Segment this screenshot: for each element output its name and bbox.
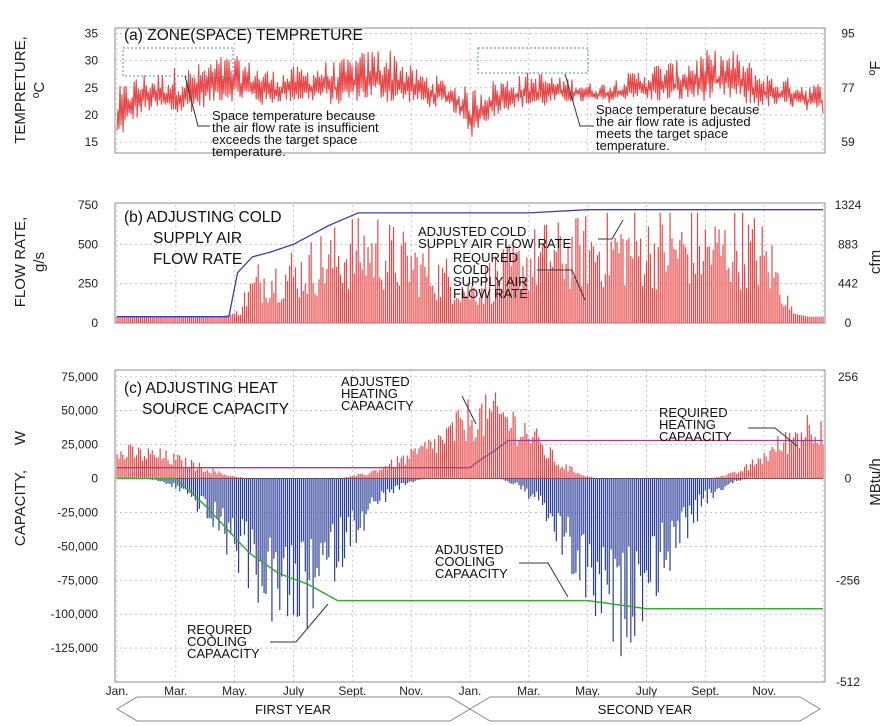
panel-c-annotation-req-cool: REQURED COOLING CAPAACITY bbox=[187, 622, 260, 661]
y-tick-label: 883 bbox=[838, 237, 858, 251]
temperature-line bbox=[116, 49, 824, 137]
adjusted-heating-line bbox=[117, 439, 823, 469]
panel-b-title: (b) ADJUSTING COLD SUPPLY AIR FLOW RATE bbox=[124, 209, 286, 268]
dotted-box-first-year bbox=[122, 47, 234, 77]
y-tick-label: 50,000 bbox=[61, 404, 98, 418]
month-tick-label: Mar. bbox=[517, 684, 540, 698]
panel-c-title: (c) ADJUSTING HEAT SOURCE CAPACITY bbox=[124, 380, 289, 418]
y-tick-label: 95 bbox=[841, 26, 855, 40]
panel-a-y2label: ºF bbox=[867, 61, 884, 76]
y-tick-label: 35 bbox=[85, 26, 99, 40]
month-tick-label: Jan. bbox=[106, 684, 129, 698]
panel-b-ylabel-line2: g/s bbox=[31, 252, 48, 272]
panel-a-ylabel-line1: TEMPRETURE, bbox=[12, 36, 29, 144]
panel-c-annotation-adj-heat: ADJUSTED HEATING CAPAACITY bbox=[341, 374, 414, 413]
panel-b-ylabel-line1: FLOW RATE, bbox=[12, 217, 29, 308]
y-tick-label: 1324 bbox=[835, 198, 862, 212]
panel-b-annotation-2: REQURED COLD SUPPLY AIR FLOW RATE bbox=[453, 250, 531, 301]
y-tick-label: 0 bbox=[845, 472, 852, 486]
y-tick-label: 77 bbox=[841, 81, 855, 95]
y-tick-label: 250 bbox=[78, 277, 98, 291]
panel-a-temperature-series bbox=[116, 49, 824, 137]
y-tick-label: 59 bbox=[841, 135, 855, 149]
panel-b-leader-2 bbox=[537, 269, 586, 301]
y-tick-label: 30 bbox=[85, 54, 99, 68]
panel-b-y2-ticks: 0 442 883 1324 bbox=[835, 198, 862, 330]
panel-c-annotation-req-heat: REQUIRED HEATING CAPAACITY bbox=[659, 405, 732, 444]
y-tick-label: 25 bbox=[85, 81, 99, 95]
month-tick-label: July bbox=[283, 684, 304, 698]
panel-c-y-ticks: 75,000 50,000 25,000 0 -25,000 -50,000 -75,000… bbox=[51, 370, 99, 655]
y-tick-label: 256 bbox=[838, 370, 858, 384]
adjusted-cooling-line bbox=[117, 477, 823, 610]
panel-a-leader-2 bbox=[564, 73, 594, 127]
second-year-label: SECOND YEAR bbox=[598, 702, 692, 717]
panel-c-capacity: 75,000 50,000 25,000 0 -25,000 -50,000 -75,000… bbox=[12, 369, 884, 698]
y-tick-label: -50,000 bbox=[57, 539, 98, 553]
panel-c-y2label: MBtu/h bbox=[867, 458, 884, 506]
panel-b-grid bbox=[115, 205, 825, 323]
month-tick-label: May. bbox=[222, 684, 247, 698]
panel-c-adjusted-lines bbox=[117, 439, 823, 610]
y-tick-label: -100,000 bbox=[51, 607, 99, 621]
y-tick-label: 0 bbox=[91, 316, 98, 330]
panel-c-leader-adj-cool bbox=[519, 562, 569, 598]
panel-b-flow-rate: 0 250 500 750 0 442 883 1324 (b) ADJUSTING COL… bbox=[12, 198, 884, 330]
y-tick-label: 20 bbox=[85, 108, 99, 122]
panel-a-annotation-2: Space temperature because the air flow r… bbox=[596, 102, 763, 153]
y-tick-label: 25,000 bbox=[61, 438, 98, 452]
month-tick-label: Nov. bbox=[752, 684, 776, 698]
first-year-label: FIRST YEAR bbox=[255, 702, 331, 717]
panel-a-y2-ticks: 95 77 59 bbox=[841, 26, 855, 149]
year-axis: FIRST YEAR SECOND YEAR bbox=[116, 696, 821, 722]
panel-c-ylabel-line2: W bbox=[12, 430, 29, 445]
panel-c-required-cooling-bars bbox=[149, 478, 748, 657]
y-tick-label: 750 bbox=[78, 198, 98, 212]
month-tick-label: Sept. bbox=[691, 684, 719, 698]
panel-c-y2-ticks: 256 0 -256 -512 bbox=[836, 370, 860, 689]
panel-b-leader-1 bbox=[598, 219, 624, 240]
panel-b-adjusted-flow-line bbox=[117, 209, 823, 318]
month-tick-label: July bbox=[636, 684, 657, 698]
y-tick-label: -512 bbox=[836, 675, 860, 689]
y-tick-label: -125,000 bbox=[51, 641, 99, 655]
y-tick-label: -256 bbox=[836, 573, 860, 587]
y-tick-label: 75,000 bbox=[61, 370, 98, 384]
panel-a-ylabel-line2: ºC bbox=[31, 82, 48, 98]
y-tick-label: 442 bbox=[838, 277, 858, 291]
y-tick-label: 500 bbox=[78, 237, 98, 251]
month-tick-label: Sept. bbox=[338, 684, 366, 698]
panel-b-required-flow-bars bbox=[116, 212, 824, 323]
dotted-box-second-year bbox=[477, 47, 589, 74]
panel-a-y-ticks: 15 20 25 30 35 bbox=[85, 26, 99, 149]
panel-b-annotation-1: ADJUSTED COLD SUPPLY AIR FLOW RATE bbox=[418, 224, 571, 251]
panel-a-title: (a) ZONE(SPACE) TEMPRETURE bbox=[124, 27, 363, 44]
month-tick-label: Jan. bbox=[459, 684, 482, 698]
y-tick-label: -75,000 bbox=[57, 573, 98, 587]
panel-a-temperature: 15 20 25 30 35 95 77 59 (a) ZONE(SPACE) TEMPRE… bbox=[12, 26, 884, 159]
panel-c-annotation-adj-cool: ADJUSTED COOLING CAPAACITY bbox=[435, 542, 508, 581]
panel-c-leader-adj-heat bbox=[461, 395, 477, 425]
y-tick-label: 0 bbox=[845, 316, 852, 330]
y-tick-label: 15 bbox=[85, 135, 99, 149]
y-tick-label: -25,000 bbox=[57, 505, 98, 519]
panel-c-leader-req-heat bbox=[748, 427, 798, 447]
second-year-arrow bbox=[469, 696, 821, 722]
adjusted-flow-line bbox=[117, 209, 823, 318]
month-tick-label: Mar. bbox=[164, 684, 187, 698]
month-tick-label: Nov. bbox=[399, 684, 423, 698]
panel-c-leader-req-cool bbox=[270, 603, 329, 643]
panel-b-y-ticks: 0 250 500 750 bbox=[78, 198, 98, 330]
month-tick-label: May. bbox=[575, 684, 600, 698]
y-tick-label: 0 bbox=[91, 472, 98, 486]
month-axis: Jan. Mar. May. July Sept. Nov. Jan. Mar. May. Jul… bbox=[106, 684, 776, 698]
panel-b-y2label: cfm bbox=[867, 250, 884, 274]
panel-a-leader-1 bbox=[184, 75, 210, 127]
panel-a-annotation-1: Space temperature because the air flow r… bbox=[212, 108, 382, 159]
panel-c-ylabel-line1: CAPACITY, bbox=[12, 470, 29, 546]
